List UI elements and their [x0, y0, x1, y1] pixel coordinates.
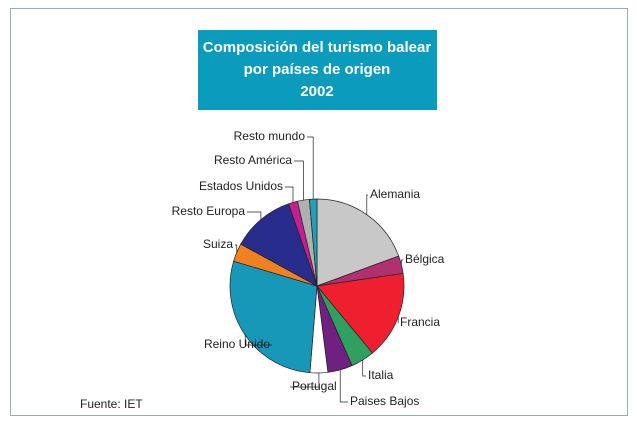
chart-title: Composición del turismo balear [203, 39, 432, 56]
leader-line [307, 136, 314, 200]
leader-line [235, 244, 238, 253]
slice-label: Suiza [203, 237, 233, 251]
pie-slice [240, 203, 318, 287]
slice-label: Reino Unido [204, 337, 270, 351]
leader-line [400, 259, 403, 265]
chart-title: 2002 [300, 83, 333, 100]
slice-label: Paises Bajos [350, 394, 419, 408]
slice-label: Resto Europa [172, 204, 246, 218]
slice-label: Estados Unidos [199, 179, 283, 193]
slice-label: Italia [368, 368, 394, 382]
slice-label: Francia [400, 315, 440, 329]
slice-label: Alemania [370, 187, 420, 201]
leader-line [366, 194, 368, 215]
leader-line [247, 211, 262, 220]
slice-label: Portugal [292, 379, 337, 393]
source: Fuente: IET [80, 397, 143, 411]
slice-label: Resto mundo [234, 129, 306, 143]
title-box [198, 30, 437, 110]
slice-label: Bélgica [405, 252, 445, 266]
slice-label: Resto América [214, 153, 292, 167]
leader-line [339, 369, 348, 403]
leader-line [294, 160, 304, 201]
chart-title: por países de origen [244, 61, 391, 78]
leader-line [244, 335, 272, 346]
leader-line [290, 372, 320, 388]
leader-line [362, 360, 366, 377]
frame [10, 8, 628, 416]
pie-slice [229, 260, 318, 374]
leader-line [285, 186, 294, 203]
